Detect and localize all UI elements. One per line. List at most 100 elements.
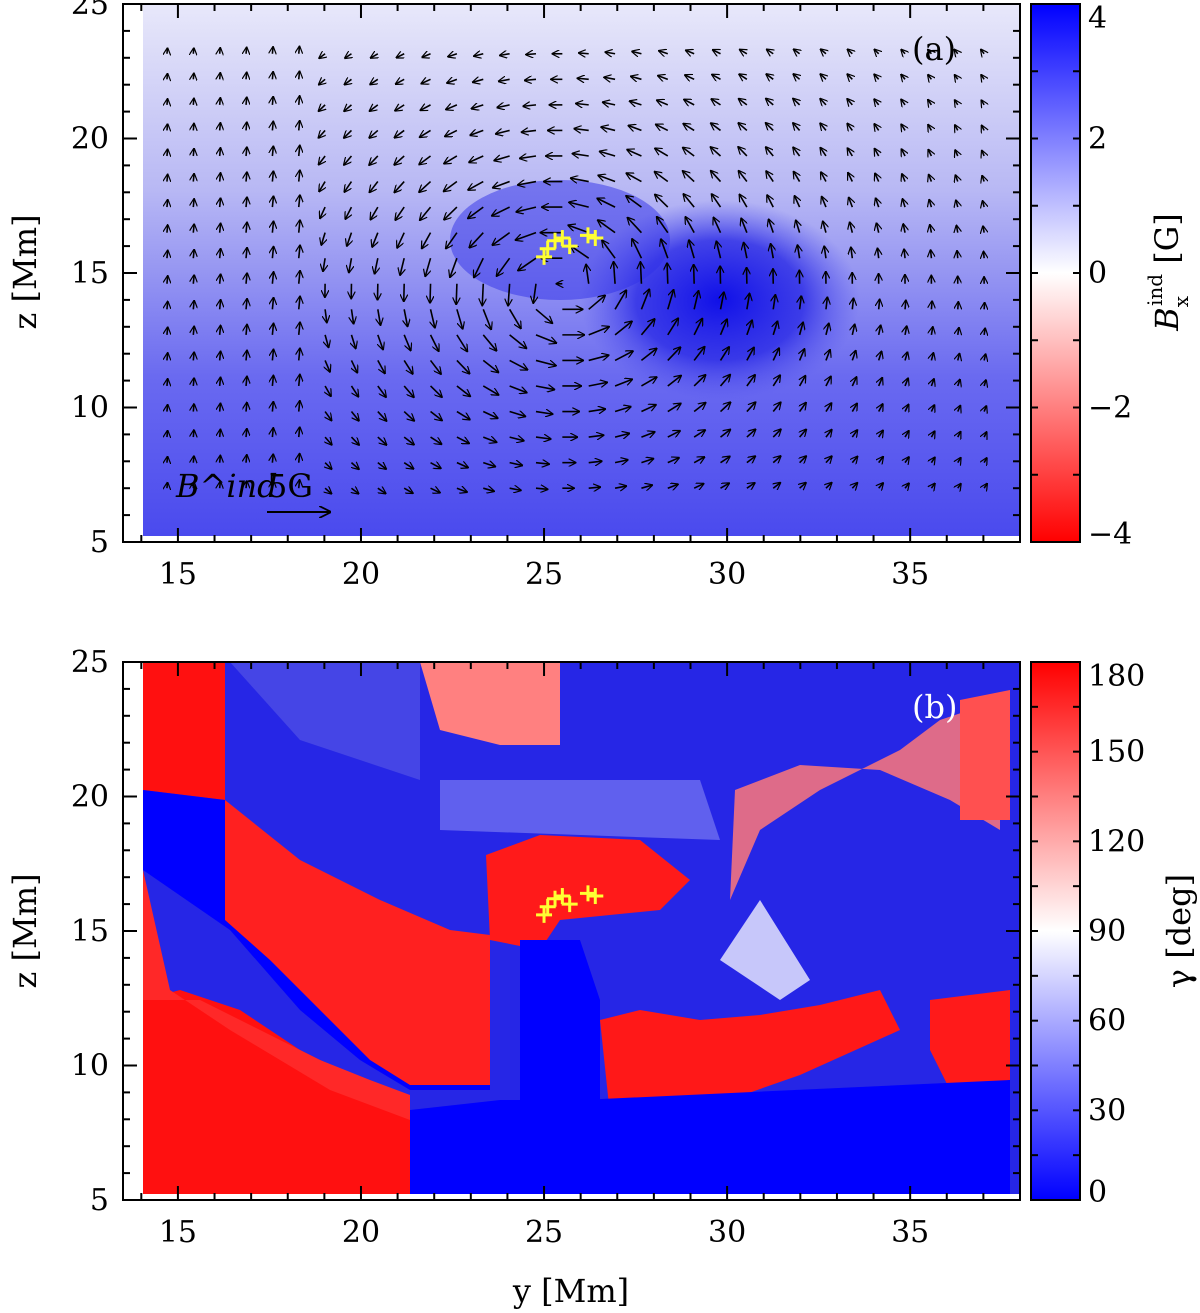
field-vector <box>879 457 883 463</box>
colorbar-a <box>1030 3 1081 543</box>
field-vector <box>879 404 883 412</box>
field-vector <box>299 427 300 438</box>
field-vector <box>193 48 194 54</box>
field-vector <box>299 348 300 361</box>
field-vector <box>403 463 413 469</box>
field-vector <box>299 71 300 80</box>
field-vector <box>931 379 934 386</box>
field-vector <box>509 463 523 466</box>
y-axis-label-b: z [Mm] <box>6 873 44 988</box>
yellow-plus-marker <box>561 896 578 913</box>
field-vector <box>820 74 826 79</box>
x-tick-label: 30 <box>708 557 746 592</box>
field-vector <box>509 412 526 417</box>
field-vector <box>351 488 358 493</box>
field-vector <box>746 429 756 438</box>
field-vector <box>719 319 727 336</box>
field-vector <box>793 123 800 130</box>
field-vector <box>826 430 832 437</box>
field-vector <box>246 248 247 259</box>
field-vector <box>766 147 774 157</box>
field-vector <box>535 359 556 365</box>
field-vector <box>712 194 722 208</box>
field-vector <box>518 182 537 185</box>
field-vector <box>588 435 604 437</box>
field-vector <box>456 309 463 329</box>
field-vector <box>430 410 442 421</box>
field-vector <box>535 488 548 489</box>
field-vector <box>793 99 800 105</box>
field-vector <box>474 257 484 277</box>
field-vector <box>847 99 852 105</box>
field-vector <box>773 483 780 488</box>
field-vector <box>246 197 247 208</box>
field-vector <box>193 149 194 156</box>
field-vector <box>344 79 351 84</box>
field-vector <box>430 283 431 303</box>
field-vector <box>299 401 300 412</box>
field-vector <box>430 436 442 444</box>
field-vector <box>983 201 985 207</box>
field-vector <box>371 54 378 58</box>
field-vector <box>422 54 431 57</box>
field-vector <box>526 54 537 55</box>
field-vector <box>958 354 960 361</box>
field-vector <box>246 429 247 438</box>
field-vector <box>588 487 601 488</box>
field-vector <box>958 432 961 437</box>
field-vector <box>319 105 326 111</box>
field-vector <box>246 403 247 412</box>
field-vector <box>902 199 905 208</box>
field-vector <box>509 359 528 369</box>
field-vector <box>901 149 905 156</box>
field-vector <box>456 359 470 373</box>
field-vector <box>640 262 641 284</box>
x-tick-label: 15 <box>159 557 197 592</box>
field-vector <box>220 173 221 182</box>
field-vector <box>821 49 826 53</box>
field-vector <box>579 53 589 54</box>
field-vector <box>588 327 609 336</box>
field-vector <box>482 410 497 419</box>
field-vector <box>193 352 194 361</box>
field-vector <box>796 220 800 233</box>
field-vector <box>420 105 431 110</box>
field-vector <box>272 121 273 131</box>
field-vector <box>954 50 957 54</box>
field-vector <box>350 385 358 397</box>
field-vector <box>958 458 961 463</box>
field-vector <box>299 46 300 53</box>
field-vector <box>193 123 194 130</box>
field-vector <box>272 247 273 259</box>
field-vector <box>879 325 881 336</box>
field-vector <box>720 430 731 438</box>
field-vector <box>850 222 853 233</box>
field-vector <box>509 385 527 393</box>
field-vector <box>400 258 404 275</box>
yellow-plus-marker <box>579 885 596 902</box>
field-vector <box>167 99 168 105</box>
field-vector <box>794 196 799 208</box>
field-vector <box>394 155 405 165</box>
y-tick-label: 20 <box>71 122 109 157</box>
field-vector <box>655 148 669 157</box>
field-vector <box>272 221 273 233</box>
field-vector <box>474 54 484 56</box>
field-vector <box>272 298 273 310</box>
x-tick-label: 25 <box>525 1215 563 1250</box>
field-vector <box>686 50 695 53</box>
field-vector <box>958 328 959 335</box>
field-vector <box>984 354 985 360</box>
field-vector <box>982 125 985 130</box>
field-vector <box>929 200 931 207</box>
field-vector <box>500 54 510 56</box>
field-vector <box>420 206 432 220</box>
field-vector <box>220 456 221 463</box>
field-vector <box>667 318 678 336</box>
y-tick-label: 5 <box>90 1183 109 1218</box>
field-vector <box>193 275 194 284</box>
field-vector <box>447 79 458 83</box>
field-vector <box>931 327 932 336</box>
y-tick-label: 25 <box>71 645 109 680</box>
